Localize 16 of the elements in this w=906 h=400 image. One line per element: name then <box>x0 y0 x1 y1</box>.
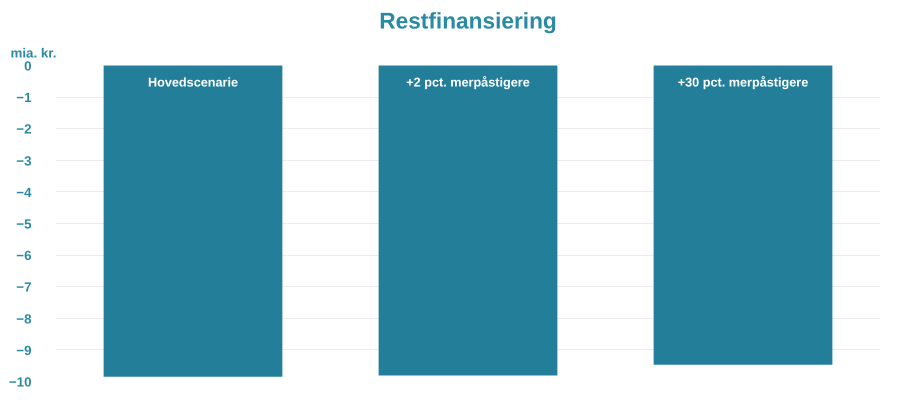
y-tick-label: −8 <box>16 311 32 326</box>
y-tick-label: −10 <box>8 374 32 390</box>
x-tick-label: Hovedscenarie <box>148 76 238 90</box>
y-tick-label: −2 <box>16 122 32 137</box>
y-tick-label: 0 <box>24 58 32 74</box>
y-tick-label: −9 <box>16 342 32 358</box>
y-tick-label: −7 <box>16 280 32 295</box>
y-tick-label: −6 <box>16 248 32 264</box>
y-tick-label: −4 <box>16 184 32 200</box>
y-tick-label: −5 <box>16 216 32 232</box>
x-tick-label: +30 pct. merpåstigere <box>678 76 808 90</box>
y-axis-title: mia. kr. <box>10 46 56 60</box>
y-tick-label: −3 <box>16 153 32 168</box>
chart-title: Restfinansiering <box>379 8 557 34</box>
y-tick-label: −1 <box>16 90 32 106</box>
x-tick-label: +2 pct. merpåstigere <box>406 76 530 90</box>
